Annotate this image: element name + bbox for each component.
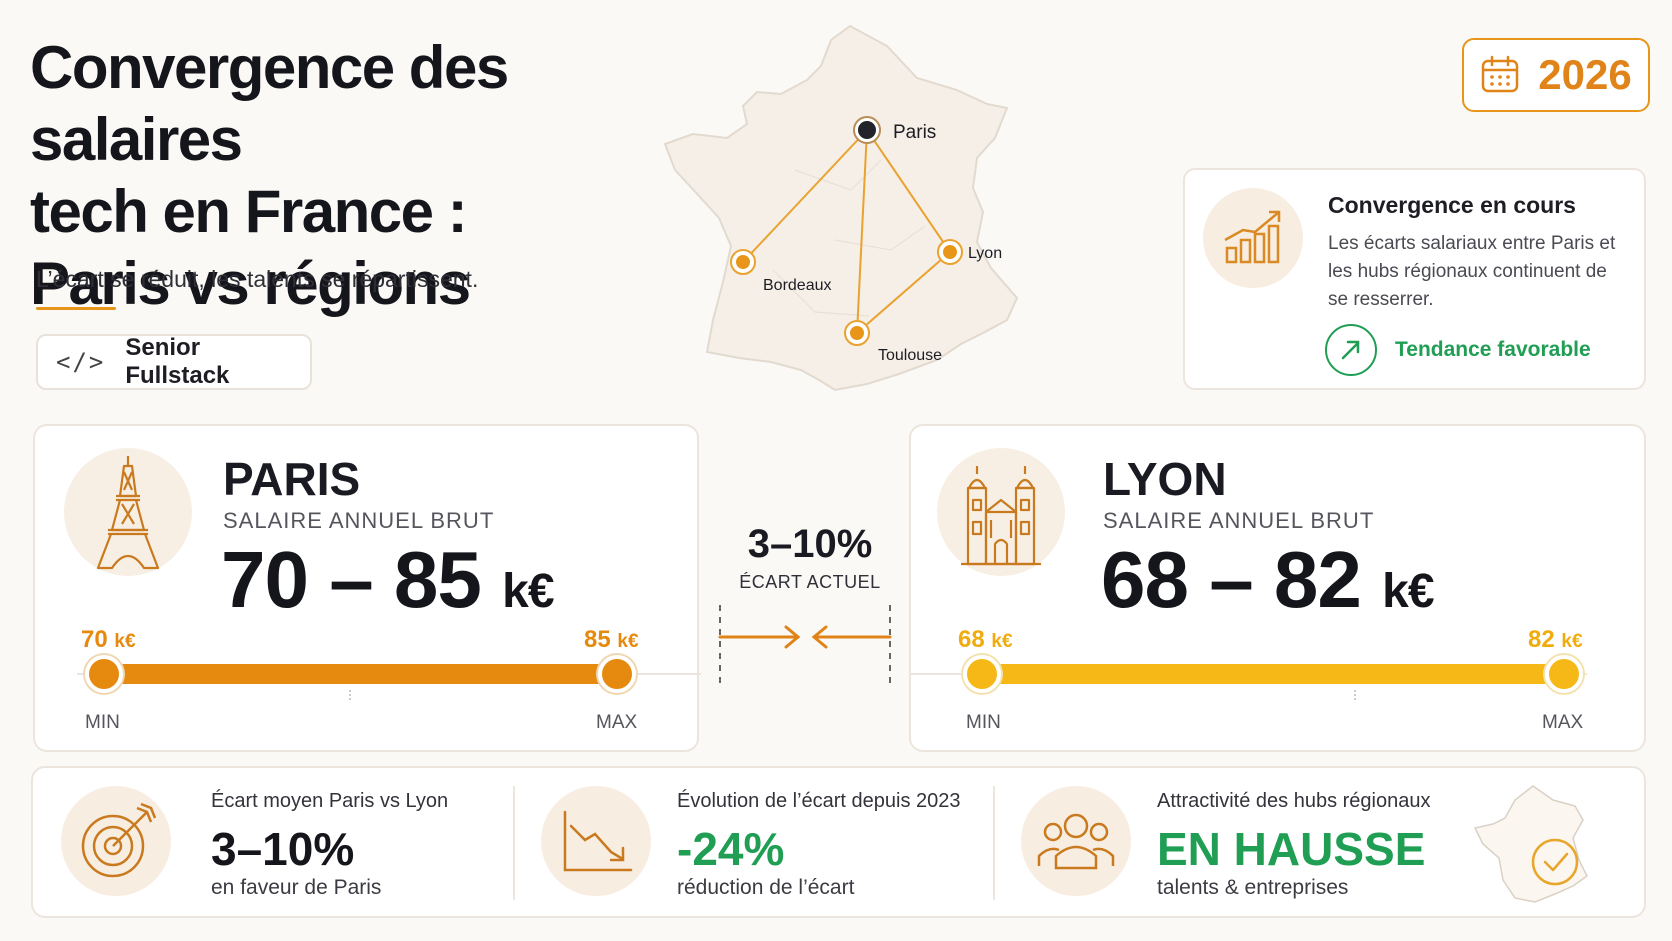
gap-value: 3–10% xyxy=(730,522,890,567)
lyon-min-label: MIN xyxy=(966,712,1001,734)
stat-1-value: 3–10% xyxy=(211,822,354,876)
lyon-max-handle xyxy=(1545,655,1583,693)
calendar-icon xyxy=(1480,55,1520,95)
trend-label: Tendance favorable xyxy=(1395,338,1591,362)
map-label-toulouse: Toulouse xyxy=(878,347,942,364)
paris-min-value-label: 70 k€ xyxy=(81,626,136,654)
lyon-salary-range: 68 – 82 k€ xyxy=(1101,534,1434,626)
france-outline xyxy=(665,26,1017,390)
growth-chart-icon xyxy=(1203,188,1303,288)
people-icon xyxy=(1021,786,1131,896)
lyon-min-value-label: 68 k€ xyxy=(958,626,1013,654)
basilica-icon xyxy=(937,448,1065,576)
france-map: Paris Bordeaux Lyon Toulouse xyxy=(655,20,1055,415)
page-subtitle: L’écart se réduit, les talents se répart… xyxy=(36,266,478,293)
stat-1-label: Écart moyen Paris vs Lyon xyxy=(211,790,448,813)
year-value: 2026 xyxy=(1538,51,1631,99)
map-label-paris: Paris xyxy=(893,122,936,143)
paris-salary-range: 70 – 85 k€ xyxy=(221,534,554,626)
lyon-salary-subtitle: SALAIRE ANNUEL BRUT xyxy=(1103,508,1374,534)
role-label: Senior Fullstack xyxy=(125,334,310,390)
stat-2-value: -24% xyxy=(677,822,784,876)
chart-down-icon xyxy=(541,786,651,896)
lyon-max-value-label: 82 k€ xyxy=(1528,626,1583,654)
lyon-mid-tick xyxy=(1354,690,1356,700)
paris-min-label: MIN xyxy=(85,712,120,734)
paris-max-value-label: 85 k€ xyxy=(584,626,639,654)
convergence-title: Convergence en cours xyxy=(1328,192,1576,219)
map-label-bordeaux: Bordeaux xyxy=(763,277,832,294)
role-chip: </> Senior Fullstack xyxy=(36,334,312,390)
lyon-min-handle xyxy=(963,655,1001,693)
lyon-range-value: 68 – 82 xyxy=(1101,535,1361,624)
stats-panel: Écart moyen Paris vs Lyon 3–10% en faveu… xyxy=(31,766,1646,918)
france-check-icon xyxy=(1463,780,1613,910)
lyon-city-name: LYON xyxy=(1103,452,1227,506)
arrow-up-right-icon xyxy=(1325,324,1377,376)
stat-2-label: Évolution de l’écart depuis 2023 xyxy=(677,790,961,813)
map-label-lyon: Lyon xyxy=(968,245,1002,262)
paris-card: PARIS SALAIRE ANNUEL BRUT 70 – 85 k€ 70 … xyxy=(33,424,699,752)
stats-divider-2 xyxy=(993,786,995,900)
paris-mid-tick xyxy=(349,690,351,700)
target-icon xyxy=(61,786,171,896)
stat-2-sub: réduction de l’écart xyxy=(677,876,854,900)
convergence-card: Convergence en cours Les écarts salariau… xyxy=(1183,168,1646,390)
stats-divider-1 xyxy=(513,786,515,900)
paris-max-handle xyxy=(598,655,636,693)
stat-1-sub: en faveur de Paris xyxy=(211,876,381,900)
title-underline xyxy=(36,307,116,310)
paris-range-value: 70 – 85 xyxy=(221,535,481,624)
convergence-description: Les écarts salariaux entre Paris et les … xyxy=(1328,230,1628,314)
paris-salary-subtitle: SALAIRE ANNUEL BRUT xyxy=(223,508,494,534)
lyon-range-unit: k€ xyxy=(1382,565,1433,618)
stat-3-sub: talents & entreprises xyxy=(1157,876,1348,900)
paris-max-label: MAX xyxy=(596,712,637,734)
paris-city-name: PARIS xyxy=(223,452,360,506)
lyon-card: LYON SALAIRE ANNUEL BRUT 68 – 82 k€ 68 k… xyxy=(909,424,1646,752)
gap-label: ÉCART ACTUEL xyxy=(730,572,890,593)
year-badge: 2026 xyxy=(1462,38,1650,112)
lyon-max-label: MAX xyxy=(1542,712,1583,734)
lyon-range-bar xyxy=(983,664,1565,684)
paris-min-handle xyxy=(85,655,123,693)
convergence-arrows-icon xyxy=(712,603,896,687)
stat-3-value: EN HAUSSE xyxy=(1157,822,1425,876)
paris-range-unit: k€ xyxy=(502,565,553,618)
paris-range-bar xyxy=(105,664,617,684)
title-line-2: tech en France : xyxy=(30,176,690,248)
stat-3-label: Attractivité des hubs régionaux xyxy=(1157,790,1431,813)
eiffel-tower-icon xyxy=(64,448,192,576)
title-line-1: Convergence des salaires xyxy=(30,32,690,176)
code-icon: </> xyxy=(56,348,105,376)
